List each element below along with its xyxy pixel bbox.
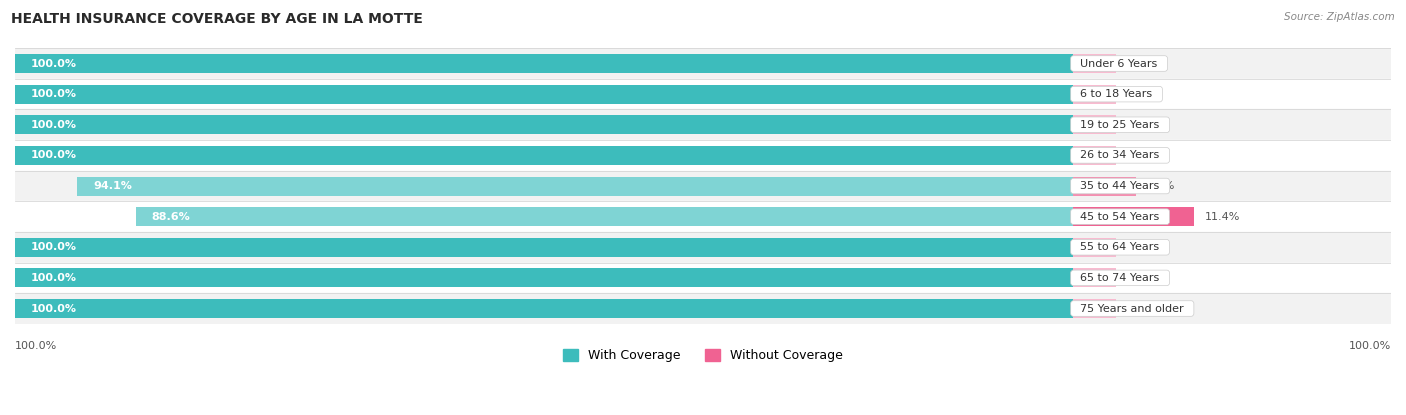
Text: 100.0%: 100.0% [31,120,77,130]
Bar [15,140,1391,171]
Text: 100.0%: 100.0% [31,89,77,99]
Text: Under 6 Years: Under 6 Years [1073,59,1164,68]
Bar [15,79,1391,110]
Bar [15,146,1073,165]
Bar [15,115,1073,134]
Text: 0.0%: 0.0% [1126,303,1154,313]
Text: 0.0%: 0.0% [1126,150,1154,160]
Bar [15,201,1391,232]
Bar [15,299,1073,318]
Text: 100.0%: 100.0% [31,303,77,313]
Bar [15,232,1391,263]
Bar [1073,238,1116,257]
Text: 19 to 25 Years: 19 to 25 Years [1073,120,1167,130]
Text: 0.0%: 0.0% [1126,273,1154,283]
Text: 0.0%: 0.0% [1126,89,1154,99]
Text: 100.0%: 100.0% [31,242,77,252]
Text: 100.0%: 100.0% [1348,341,1391,351]
Bar [1073,207,1194,226]
Text: 26 to 34 Years: 26 to 34 Years [1073,150,1167,160]
Bar [15,293,1391,324]
Text: Source: ZipAtlas.com: Source: ZipAtlas.com [1284,12,1395,22]
Text: 35 to 44 Years: 35 to 44 Years [1073,181,1167,191]
Text: 6 to 18 Years: 6 to 18 Years [1073,89,1160,99]
Bar [1073,299,1116,318]
Bar [15,238,1073,257]
Bar [1073,54,1116,73]
Bar [1073,146,1116,165]
Text: 0.0%: 0.0% [1126,59,1154,68]
Bar [15,110,1391,140]
Bar [77,176,1073,195]
Text: 100.0%: 100.0% [15,341,58,351]
Text: 100.0%: 100.0% [31,59,77,68]
Text: 88.6%: 88.6% [152,212,190,222]
Text: 100.0%: 100.0% [31,150,77,160]
Bar [1073,176,1136,195]
Bar [15,48,1391,79]
Bar [1073,115,1116,134]
Text: 100.0%: 100.0% [31,273,77,283]
Bar [1073,207,1194,226]
Text: 75 Years and older: 75 Years and older [1073,303,1191,313]
Bar [15,54,1073,73]
Bar [1073,85,1116,104]
Bar [135,207,1073,226]
Bar [15,269,1073,287]
Bar [15,85,1073,104]
Text: 65 to 74 Years: 65 to 74 Years [1073,273,1167,283]
Text: 0.0%: 0.0% [1126,242,1154,252]
Text: 0.0%: 0.0% [1126,120,1154,130]
Bar [15,263,1391,293]
Text: 5.9%: 5.9% [1146,181,1175,191]
Bar [15,171,1391,201]
Legend: With Coverage, Without Coverage: With Coverage, Without Coverage [558,344,848,367]
Text: HEALTH INSURANCE COVERAGE BY AGE IN LA MOTTE: HEALTH INSURANCE COVERAGE BY AGE IN LA M… [11,12,423,27]
Text: 45 to 54 Years: 45 to 54 Years [1073,212,1167,222]
Text: 11.4%: 11.4% [1205,212,1240,222]
Bar [1073,269,1116,287]
Text: 94.1%: 94.1% [93,181,132,191]
Bar [1073,176,1136,195]
Text: 55 to 64 Years: 55 to 64 Years [1073,242,1167,252]
